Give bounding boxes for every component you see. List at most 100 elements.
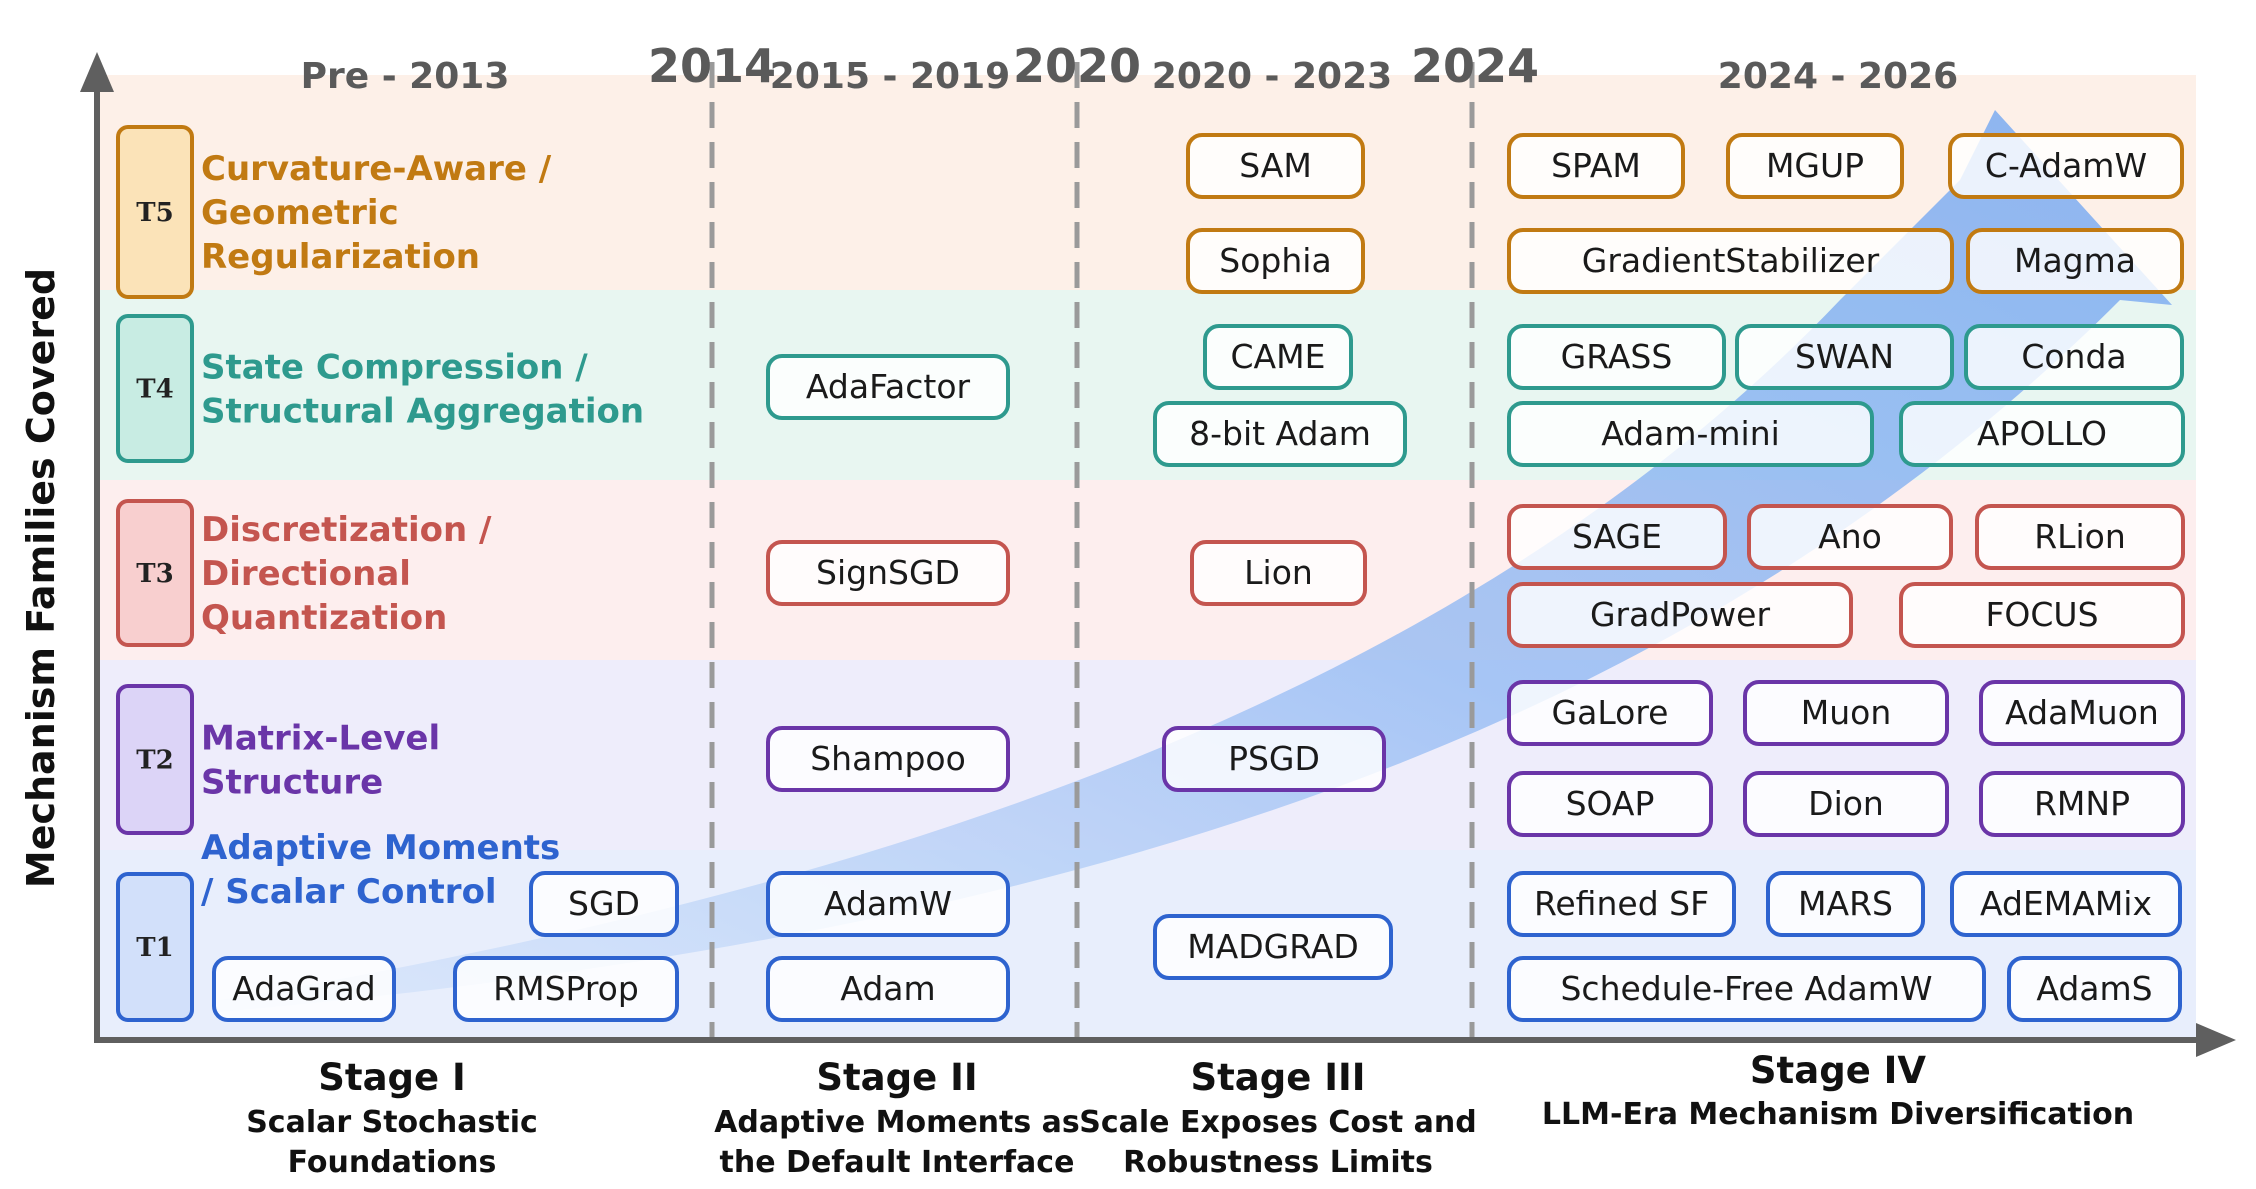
method-label: SAGE [1572, 517, 1662, 556]
method-box-border [212, 956, 396, 1022]
method-box-border [1735, 324, 1954, 390]
tier-name-line: Adaptive Moments [201, 828, 560, 868]
period-labels: Pre - 2013 2015 - 2019 2020 - 2023 2024 - 2… [301, 56, 1959, 97]
tier-name-line: Structure [201, 763, 383, 803]
method-label: MGUP [1766, 146, 1864, 185]
method-box-border [1726, 133, 1904, 199]
method-label: RLion [2034, 517, 2126, 556]
method-box-border [1899, 401, 2185, 467]
method-box-border [766, 956, 1010, 1022]
method-box-border [1979, 771, 2185, 837]
tier-t4: T4 State Compression /Structural Aggregat… [116, 314, 644, 463]
method-box-madgrad: MADGRAD [1153, 914, 1393, 980]
period-label-3: 2020 - 2023 [1152, 56, 1392, 97]
method-label: AdEMAMix [1980, 884, 2152, 923]
y-axis-arrowhead [80, 52, 114, 92]
tier-name-line: / Scalar Control [201, 872, 497, 912]
method-box-refined-sf: Refined SF [1507, 871, 1736, 937]
method-boxes: SGD AdaGrad RMSProp AdamW Adam MADGRAD Refined… [212, 133, 2185, 1022]
method-box-ademamix: AdEMAMix [1950, 871, 2182, 937]
method-box-border [766, 354, 1010, 420]
stage-subtitle-line: Robustness Limits [1123, 1145, 1433, 1180]
method-label: GradientStabilizer [1582, 241, 1880, 280]
method-label: AdaMuon [2005, 693, 2159, 732]
method-box-rmsprop: RMSProp [453, 956, 679, 1022]
method-box-border [1162, 726, 1386, 792]
method-box-border [1507, 324, 1726, 390]
method-box-border [766, 540, 1010, 606]
tier-t3: T3 Discretization /DirectionalQuantizatio… [116, 499, 492, 647]
method-box-gradientstabilizer: GradientStabilizer [1507, 228, 1954, 294]
boundary-year-2020: 2020 [1013, 39, 1141, 93]
stage-subtitle-line: Adaptive Moments as [714, 1105, 1080, 1140]
method-box-adam-mini: Adam-mini [1507, 401, 1874, 467]
method-box-border [1766, 871, 1925, 937]
method-label: C-AdamW [1985, 146, 2147, 185]
method-label: FOCUS [1985, 595, 2098, 634]
method-label: Refined SF [1534, 884, 1709, 923]
method-box-adagrad: AdaGrad [212, 956, 396, 1022]
stage-title: Stage IV [1750, 1049, 1927, 1092]
method-label: SWAN [1795, 337, 1894, 376]
method-box-border [1507, 582, 1853, 648]
method-box-border [1186, 133, 1365, 199]
method-box-spam: SPAM [1507, 133, 1685, 199]
method-box-border [529, 871, 679, 937]
method-label: SPAM [1551, 146, 1641, 185]
method-box-border [1507, 401, 1874, 467]
period-label-2: 2015 - 2019 [770, 56, 1010, 97]
stage-subtitle-line: LLM-Era Mechanism Diversification [1542, 1097, 2134, 1132]
method-box-border [1507, 771, 1713, 837]
stage-subtitle-line: Foundations [288, 1145, 497, 1180]
method-box-border [1507, 228, 1954, 294]
method-box-gradpower: GradPower [1507, 582, 1853, 648]
method-box-focus: FOCUS [1899, 582, 2185, 648]
tier-code-box [116, 499, 194, 647]
boundary-year-labels: 2014 2020 2024 [648, 39, 1539, 93]
method-box-galore: GaLore [1507, 680, 1713, 746]
tier-code-box [116, 125, 194, 299]
method-box-sage: SAGE [1507, 504, 1727, 570]
method-label: MARS [1798, 884, 1893, 923]
method-box-adafactor: AdaFactor [766, 354, 1010, 420]
x-axis-arrowhead [2196, 1023, 2236, 1057]
method-box-8-bit-adam: 8-bit Adam [1153, 401, 1407, 467]
tier-name-line: Curvature-Aware / [201, 149, 552, 189]
method-box-border [1747, 504, 1953, 570]
method-label: Adam [840, 969, 935, 1008]
tier-name-line: Discretization / [201, 510, 492, 550]
method-box-border [1507, 956, 1986, 1022]
method-box-border [1203, 324, 1353, 390]
method-box-grass: GRASS [1507, 324, 1726, 390]
method-box-border [1979, 680, 2185, 746]
method-box-border [1975, 504, 2185, 570]
boundary-year-2024: 2024 [1411, 39, 1539, 93]
method-box-border [1153, 401, 1407, 467]
stage-title: Stage II [816, 1056, 977, 1099]
tier-name-line: Regularization [201, 237, 480, 277]
boundary-year-2014: 2014 [648, 39, 776, 93]
stage-1: Stage I Scalar Stochastic Foundations [246, 1056, 538, 1180]
tier-code-box [116, 684, 194, 835]
tier-code: T5 [136, 198, 173, 228]
tier-name-line: Geometric [201, 193, 399, 233]
method-box-rlion: RLion [1975, 504, 2185, 570]
method-label: RMNP [2034, 784, 2130, 823]
method-label: SOAP [1566, 784, 1655, 823]
stage-title: Stage I [318, 1056, 466, 1099]
method-box-rmnp: RMNP [1979, 771, 2185, 837]
stage-title: Stage III [1190, 1056, 1365, 1099]
method-box-border [1190, 540, 1367, 606]
method-label: PSGD [1228, 739, 1320, 778]
method-box-border [1948, 133, 2184, 199]
method-box-border [1743, 771, 1949, 837]
tier-name-line: Matrix-Level [201, 719, 440, 759]
method-label: AdamW [824, 884, 952, 923]
method-box-border [2007, 956, 2182, 1022]
method-label: SGD [568, 884, 640, 923]
stage-4: Stage IV LLM-Era Mechanism Diversificatio… [1542, 1049, 2134, 1132]
stage-3: Stage III Scale Exposes Cost and Robustnes… [1079, 1056, 1477, 1180]
